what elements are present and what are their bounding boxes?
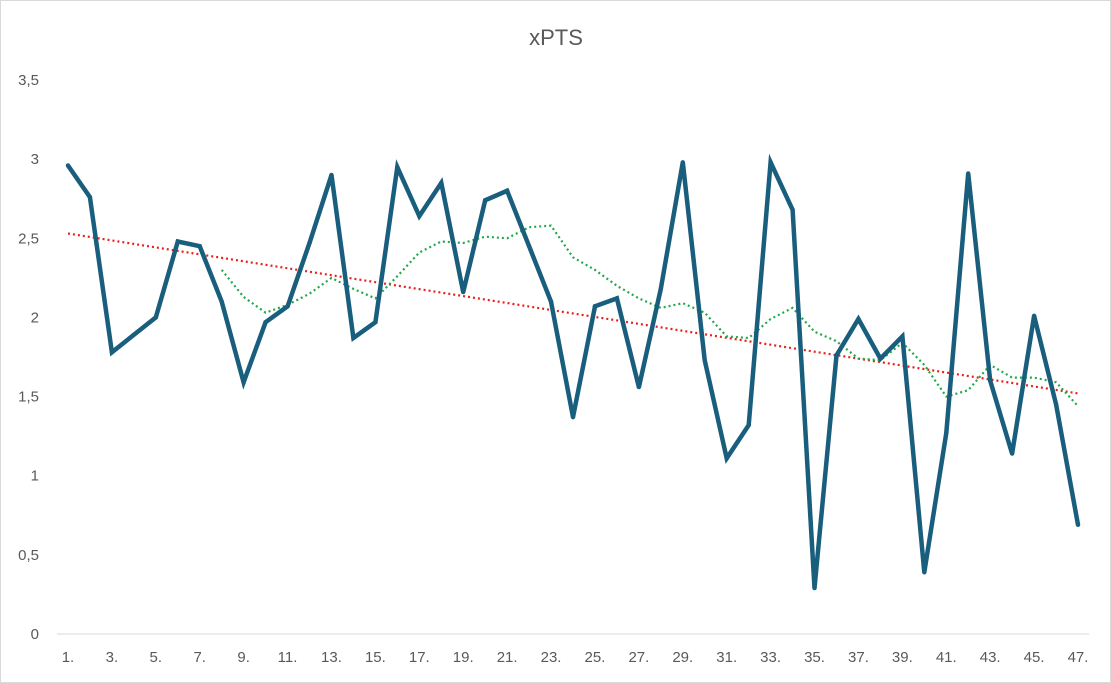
data-point — [944, 430, 949, 436]
data-point — [724, 456, 729, 461]
data-point — [307, 240, 312, 246]
x-tick-label: 35. — [804, 649, 825, 666]
data-point — [900, 334, 905, 339]
series-line — [66, 153, 1081, 589]
data-point — [241, 380, 246, 385]
data-point — [768, 160, 773, 165]
x-tick-label: 41. — [936, 649, 957, 666]
data-point — [131, 332, 137, 338]
data-point — [153, 315, 159, 320]
x-tick-label: 5. — [150, 649, 163, 666]
data-point — [87, 194, 93, 200]
data-point — [790, 207, 795, 212]
data-point — [461, 289, 466, 295]
x-tick-label: 3. — [106, 649, 119, 666]
data-point — [373, 319, 378, 325]
data-point — [812, 585, 817, 591]
series-layer — [65, 153, 1081, 591]
data-point — [636, 384, 642, 390]
x-tick-label: 29. — [672, 649, 693, 666]
data-point — [966, 171, 971, 176]
data-point — [680, 160, 685, 165]
data-point — [482, 198, 488, 203]
data-point — [592, 304, 598, 309]
x-tick-label: 37. — [848, 649, 869, 666]
data-point — [263, 319, 268, 325]
x-axis-ticks: 1. 3. 5. 7. 9. 11. 13. 15. 17. 19. 21. 23. 25. 27. 29.… — [62, 649, 1089, 666]
data-point — [548, 299, 554, 304]
data-point — [834, 353, 839, 358]
data-point — [614, 296, 620, 301]
data-point — [526, 244, 532, 249]
y-tick-label: 0,5 — [18, 547, 39, 564]
data-point — [922, 570, 927, 575]
data-point — [219, 299, 224, 304]
data-point — [439, 180, 444, 186]
x-tick-label: 19. — [453, 649, 474, 666]
data-point — [417, 213, 422, 219]
x-tick-label: 15. — [365, 649, 386, 666]
x-tick-label: 9. — [237, 649, 250, 666]
y-tick-label: 2,5 — [18, 230, 39, 247]
y-tick-label: 1,5 — [18, 389, 39, 406]
chart-title: xPTS — [529, 25, 583, 50]
x-tick-label: 45. — [1024, 649, 1045, 666]
data-point — [175, 239, 180, 244]
data-point — [65, 163, 71, 168]
data-point — [746, 422, 751, 428]
x-tick-label: 13. — [321, 649, 342, 666]
data-point — [856, 316, 861, 322]
x-tick-label: 11. — [278, 649, 298, 666]
x-tick-label: 39. — [892, 649, 913, 666]
data-point — [878, 356, 883, 361]
y-tick-label: 3,5 — [18, 72, 39, 89]
y-tick-label: 1 — [31, 468, 39, 485]
data-point — [1075, 522, 1081, 527]
data-point — [395, 164, 400, 170]
x-tick-label: 7. — [193, 649, 206, 666]
data-point — [987, 378, 993, 383]
data-point — [285, 304, 290, 309]
data-point — [504, 188, 510, 193]
data-point — [109, 350, 115, 355]
data-point — [1053, 402, 1059, 407]
data-point — [197, 244, 202, 249]
y-tick-label: 2 — [31, 309, 39, 326]
y-tick-label: 0 — [31, 626, 39, 643]
data-point — [351, 335, 356, 341]
x-tick-label: 23. — [541, 649, 562, 666]
data-point — [1009, 451, 1015, 456]
data-point — [570, 414, 576, 420]
x-tick-label: 17. — [409, 649, 430, 666]
moving-average-trendline — [220, 224, 1079, 407]
data-point — [658, 286, 664, 292]
x-tick-label: 43. — [980, 649, 1001, 666]
x-tick-label: 47. — [1068, 649, 1089, 666]
x-tick-label: 1. — [62, 649, 75, 666]
x-tick-label: 33. — [760, 649, 781, 666]
y-tick-label: 3 — [31, 151, 39, 168]
data-point — [329, 172, 334, 178]
data-point — [702, 357, 707, 363]
data-point — [1031, 313, 1037, 319]
x-tick-label: 21. — [497, 649, 518, 666]
y-axis-ticks: 0 0,5 1 1,5 2 2,5 3 3,5 — [18, 72, 39, 643]
x-tick-label: 25. — [585, 649, 606, 666]
x-tick-label: 27. — [628, 649, 649, 666]
linear-trendline — [67, 232, 1079, 395]
x-tick-label: 31. — [716, 649, 737, 666]
